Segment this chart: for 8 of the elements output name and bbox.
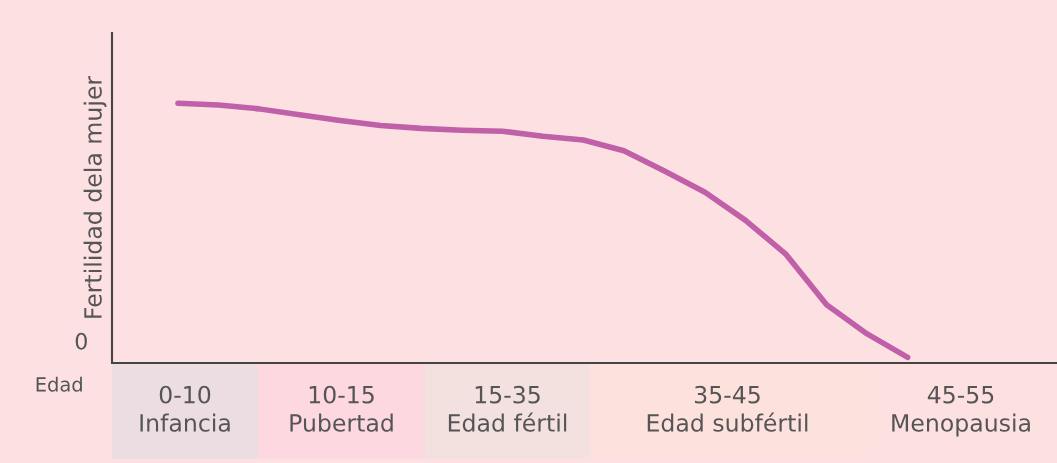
text: 15-35 Edad fértil [448,385,567,432]
text: 0 [75,332,87,350]
text: 10-15 Pubertad [290,385,393,432]
x-axis-title: Edad [36,376,82,392]
text: 0-10 Infancia [140,385,230,432]
y-axis-title: Fertilidad dela mujer [83,75,107,318]
text: 35-45 Edad subfértil [647,385,808,432]
text: 45-55 Menopausia [892,386,1030,437]
